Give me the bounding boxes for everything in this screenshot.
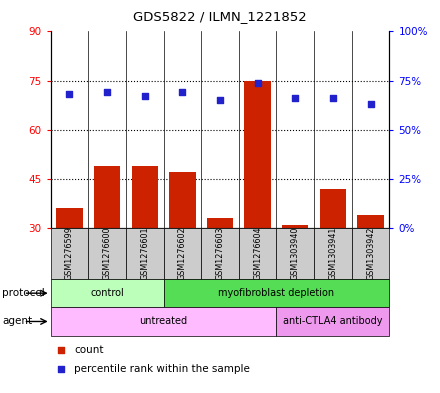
Text: GSM1276599: GSM1276599 <box>65 226 74 281</box>
Bar <box>132 166 158 228</box>
Point <box>57 347 64 353</box>
Point <box>66 91 73 97</box>
Text: GSM1276602: GSM1276602 <box>178 227 187 280</box>
Text: percentile rank within the sample: percentile rank within the sample <box>74 364 250 374</box>
Point <box>57 365 64 372</box>
Text: control: control <box>90 288 124 298</box>
Text: GSM1276601: GSM1276601 <box>140 227 149 280</box>
Text: GSM1303941: GSM1303941 <box>328 227 337 280</box>
Bar <box>245 81 271 228</box>
Bar <box>357 215 384 228</box>
Bar <box>164 279 389 307</box>
Bar <box>88 228 126 279</box>
Text: untreated: untreated <box>139 316 187 327</box>
Text: GSM1303942: GSM1303942 <box>366 227 375 280</box>
Point <box>367 101 374 107</box>
Point <box>292 95 299 101</box>
Text: anti-CTLA4 antibody: anti-CTLA4 antibody <box>283 316 383 327</box>
Text: GSM1276603: GSM1276603 <box>216 227 224 280</box>
Bar <box>320 189 346 228</box>
Text: GSM1276604: GSM1276604 <box>253 227 262 280</box>
Bar <box>56 208 83 228</box>
Bar <box>126 228 164 279</box>
Bar <box>314 228 352 279</box>
Bar <box>282 225 308 228</box>
Bar <box>164 228 201 279</box>
Bar <box>352 228 389 279</box>
Bar <box>169 172 195 228</box>
Bar <box>51 279 164 307</box>
Bar <box>51 228 88 279</box>
Bar <box>94 166 120 228</box>
Bar <box>201 228 239 279</box>
Text: agent: agent <box>2 316 32 327</box>
Point <box>179 89 186 95</box>
Bar <box>239 228 276 279</box>
Text: protocol: protocol <box>2 288 45 298</box>
Text: GSM1303940: GSM1303940 <box>291 227 300 280</box>
Text: myofibroblast depletion: myofibroblast depletion <box>218 288 334 298</box>
Bar <box>276 307 389 336</box>
Text: count: count <box>74 345 104 355</box>
Point <box>330 95 337 101</box>
Bar <box>207 218 233 228</box>
Point <box>103 89 110 95</box>
Point <box>254 79 261 86</box>
Text: GDS5822 / ILMN_1221852: GDS5822 / ILMN_1221852 <box>133 10 307 23</box>
Bar <box>276 228 314 279</box>
Text: GSM1276600: GSM1276600 <box>103 227 112 280</box>
Bar <box>51 307 276 336</box>
Point <box>216 97 224 103</box>
Point <box>141 93 148 99</box>
